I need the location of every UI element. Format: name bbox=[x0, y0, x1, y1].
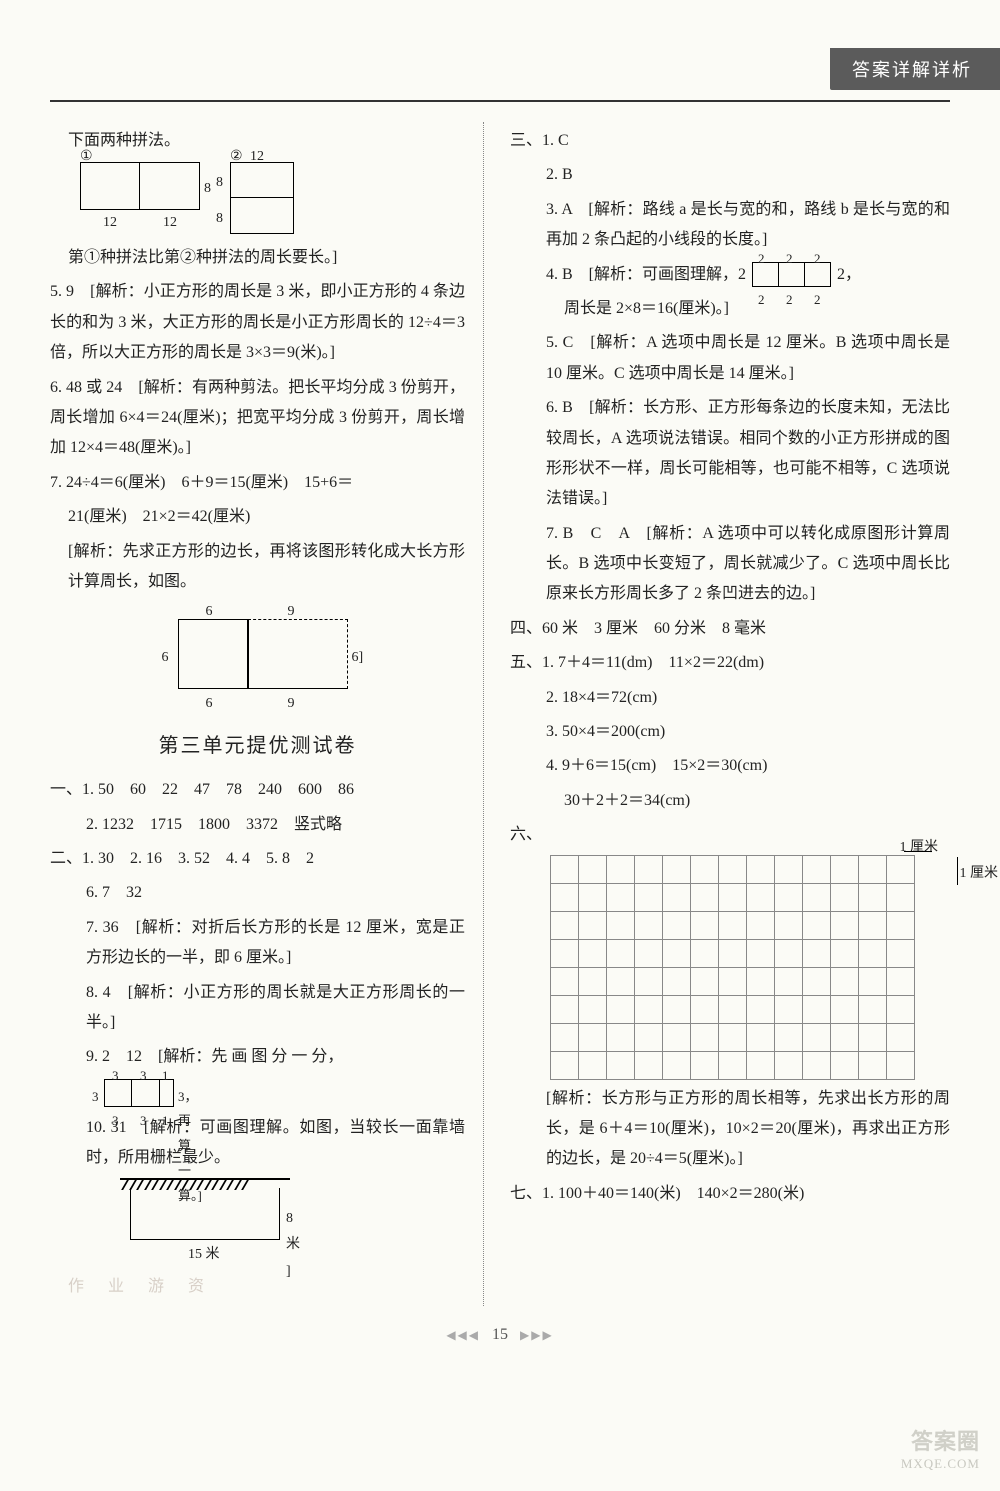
diagram-9-wrap: 3 3 1 3 3，再算一算。] 3 3 1 bbox=[50, 1077, 465, 1109]
d4-2c: 2 bbox=[814, 247, 821, 272]
s2-6: 6. 7 32 bbox=[50, 878, 465, 908]
g6-1cm-v: 1 厘米 bbox=[960, 861, 999, 888]
d1-conclusion: 第①种拼法比第②种拼法的周长要长。] bbox=[50, 243, 465, 273]
s3-4b: 2， bbox=[837, 266, 861, 283]
s2-1: 二、1. 30 2. 16 3. 52 4. 4 5. 8 2 bbox=[50, 844, 465, 874]
page-footer: 15 bbox=[50, 1326, 950, 1344]
s5-1: 五、1. 7＋4＝11(dm) 11×2＝22(dm) bbox=[510, 648, 950, 678]
left-column: 下面两种拼法。 ① 8 12 12 ② 12 8 bbox=[50, 122, 484, 1306]
triangle-left-icon bbox=[446, 1326, 488, 1343]
page: 答案详解详析 下面两种拼法。 ① 8 12 12 ② bbox=[0, 0, 1000, 1491]
diagram-7: 6 9 6 6] 6 9 bbox=[148, 601, 368, 711]
triangle-right-icon bbox=[512, 1326, 554, 1343]
d9-3tr: 3 bbox=[140, 1064, 147, 1089]
s7: 七、1. 100＋40＝140(米) 140×2＝280(米) bbox=[510, 1179, 950, 1209]
s3-4c: 周长是 2×8＝16(厘米)。] bbox=[510, 294, 950, 324]
s1-2: 2. 1232 1715 1800 3372 竖式略 bbox=[50, 810, 465, 840]
diagram-1a: ① 8 12 12 bbox=[80, 162, 200, 237]
d9-3l: 3 bbox=[92, 1085, 99, 1110]
problem-5: 5. 9 [解析：小正方形的周长是 3 米，即小正方形的 4 条边长的和为 3 … bbox=[50, 277, 465, 368]
ghost-text: 作 业 游 资 bbox=[50, 1272, 465, 1302]
s5-3: 3. 50×4＝200(cm) bbox=[510, 717, 950, 747]
content-columns: 下面两种拼法。 ① 8 12 12 ② 12 8 bbox=[50, 122, 950, 1306]
right-column: 三、1. C 2. B 3. A [解析：路线 a 是长与宽的和，路线 b 是长… bbox=[506, 122, 950, 1306]
page-number: 15 bbox=[492, 1326, 508, 1343]
circle-1-label: ① bbox=[80, 144, 93, 171]
problem-7b: 21(厘米) 21×2＝42(厘米) bbox=[50, 502, 465, 532]
d1b-8b: 8 bbox=[216, 206, 223, 233]
d1b-8a: 8 bbox=[216, 170, 223, 197]
s3-1: 三、1. C bbox=[510, 126, 950, 156]
s3-3: 3. A [解析：路线 a 是长与宽的和，路线 b 是长与宽的和再加 2 条凸起… bbox=[510, 195, 950, 256]
header-tab: 答案详解详析 bbox=[830, 48, 1000, 90]
s3-4-wrap: 4. B [解析：可画图理解，2 2 2 2 2 2 2 2， bbox=[510, 260, 950, 290]
d10-8: 8 米 ] bbox=[286, 1206, 300, 1286]
circle-2-label: ② bbox=[230, 144, 243, 171]
s6: 六、 bbox=[510, 820, 950, 850]
diagram-1b: ② 12 8 8 bbox=[230, 162, 294, 234]
watermark-big: 答案圈 bbox=[901, 1428, 980, 1457]
g6-1cm-h: 1 厘米 bbox=[900, 835, 939, 862]
watermark-small: MXQE.COM bbox=[901, 1456, 980, 1473]
s6-exp: [解析：长方形与正方形的周长相等，先求出长方形的周长，是 6＋4＝10(厘米)，… bbox=[510, 1084, 950, 1175]
d1a-12a: 12 bbox=[80, 210, 140, 237]
s3-2: 2. B bbox=[510, 160, 950, 190]
s2-7: 7. 36 [解析：对折后长方形的长是 12 厘米，宽是正方形边长的一半，即 6… bbox=[50, 913, 465, 974]
diagram-9: 3 3 1 3 3，再算一算。] 3 3 1 bbox=[104, 1079, 174, 1107]
s4: 四、60 米 3 厘米 60 分米 8 毫米 bbox=[510, 614, 950, 644]
diagram-10: 8 米 ] 15 米 bbox=[110, 1178, 300, 1268]
d7-9b: 9 bbox=[288, 691, 295, 718]
d9-3bl: 3 bbox=[112, 1109, 119, 1134]
problem-7a: 7. 24÷4＝6(厘米) 6＋9＝15(厘米) 15+6＝ bbox=[50, 468, 465, 498]
s3-7: 7. B C A [解析：A 选项中可以转化成原图形计算周长。B 选项中长变短了… bbox=[510, 519, 950, 610]
s3-5: 5. C [解析：A 选项中周长是 12 厘米。B 选项中周长是 10 厘米。C… bbox=[510, 328, 950, 389]
s1-1: 一、1. 50 60 22 47 78 240 600 86 bbox=[50, 775, 465, 805]
section-title: 第三单元提优测试卷 bbox=[50, 727, 465, 765]
d1b-12: 12 bbox=[250, 144, 264, 171]
d4-2a: 2 bbox=[758, 247, 765, 272]
d9-1t: 1 bbox=[162, 1064, 169, 1089]
s3-6: 6. B [解析：长方形、正方形每条边的长度未知，无法比较周长，A 选项说法错误… bbox=[510, 393, 950, 515]
divider bbox=[50, 100, 950, 102]
s5-4a: 4. 9＋6＝15(cm) 15×2＝30(cm) bbox=[510, 751, 950, 781]
grid-table bbox=[550, 855, 915, 1080]
s3-4a: 4. B [解析：可画图理解，2 bbox=[546, 266, 746, 283]
d7-6r: 6] bbox=[352, 645, 364, 672]
problem-6: 6. 48 或 24 [解析：有两种剪法。把长平均分成 3 份剪开，周长增加 6… bbox=[50, 373, 465, 464]
d4-2b: 2 bbox=[786, 247, 793, 272]
d7-6b: 6 bbox=[206, 691, 213, 718]
d9-3tl: 3 bbox=[112, 1064, 119, 1089]
s5-2: 2. 18×4＝72(cm) bbox=[510, 683, 950, 713]
d7-6l: 6 bbox=[162, 645, 169, 672]
d9-3br: 3 bbox=[140, 1109, 147, 1134]
d10-15: 15 米 bbox=[188, 1242, 220, 1269]
d1a-8: 8 bbox=[204, 176, 211, 203]
s5-4b: 30＋2＋2＝34(cm) bbox=[510, 786, 950, 816]
d9-1b: 1 bbox=[162, 1109, 169, 1134]
diagram-6-grid: 1 厘米 1 厘米 bbox=[550, 855, 950, 1080]
watermark: 答案圈 MXQE.COM bbox=[901, 1428, 980, 1473]
s2-8: 8. 4 [解析：小正方形的周长就是大正方形周长的一半。] bbox=[50, 978, 465, 1039]
d4-2f: 2 bbox=[814, 288, 821, 313]
d4-2e: 2 bbox=[786, 288, 793, 313]
d4-2d: 2 bbox=[758, 288, 765, 313]
diagram-4: 2 2 2 2 2 2 bbox=[752, 262, 831, 287]
d1a-12b: 12 bbox=[140, 210, 200, 237]
diagram-1: ① 8 12 12 ② 12 8 8 bbox=[80, 162, 465, 237]
problem-7c: [解析：先求正方形的边长，再将该图形转化成大长方形计算周长，如图。 bbox=[50, 537, 465, 598]
